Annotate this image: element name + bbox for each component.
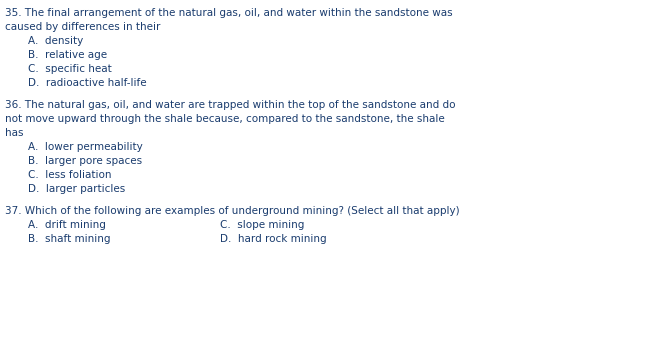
Text: D.  larger particles: D. larger particles bbox=[28, 184, 125, 194]
Text: 36. The natural gas, oil, and water are trapped within the top of the sandstone : 36. The natural gas, oil, and water are … bbox=[5, 100, 456, 110]
Text: B.  relative age: B. relative age bbox=[28, 50, 107, 60]
Text: A.  drift mining: A. drift mining bbox=[28, 220, 106, 230]
Text: caused by differences in their: caused by differences in their bbox=[5, 22, 160, 32]
Text: A.  density: A. density bbox=[28, 36, 83, 46]
Text: 37. Which of the following are examples of underground mining? (Select all that : 37. Which of the following are examples … bbox=[5, 206, 460, 216]
Text: B.  shaft mining: B. shaft mining bbox=[28, 234, 111, 244]
Text: B.  larger pore spaces: B. larger pore spaces bbox=[28, 156, 142, 166]
Text: C.  specific heat: C. specific heat bbox=[28, 64, 112, 74]
Text: D.  radioactive half-life: D. radioactive half-life bbox=[28, 78, 146, 88]
Text: D.  hard rock mining: D. hard rock mining bbox=[220, 234, 327, 244]
Text: not move upward through the shale because, compared to the sandstone, the shale: not move upward through the shale becaus… bbox=[5, 114, 445, 124]
Text: has: has bbox=[5, 128, 23, 138]
Text: C.  slope mining: C. slope mining bbox=[220, 220, 305, 230]
Text: 35. The final arrangement of the natural gas, oil, and water within the sandston: 35. The final arrangement of the natural… bbox=[5, 8, 452, 18]
Text: C.  less foliation: C. less foliation bbox=[28, 170, 111, 180]
Text: A.  lower permeability: A. lower permeability bbox=[28, 142, 143, 152]
